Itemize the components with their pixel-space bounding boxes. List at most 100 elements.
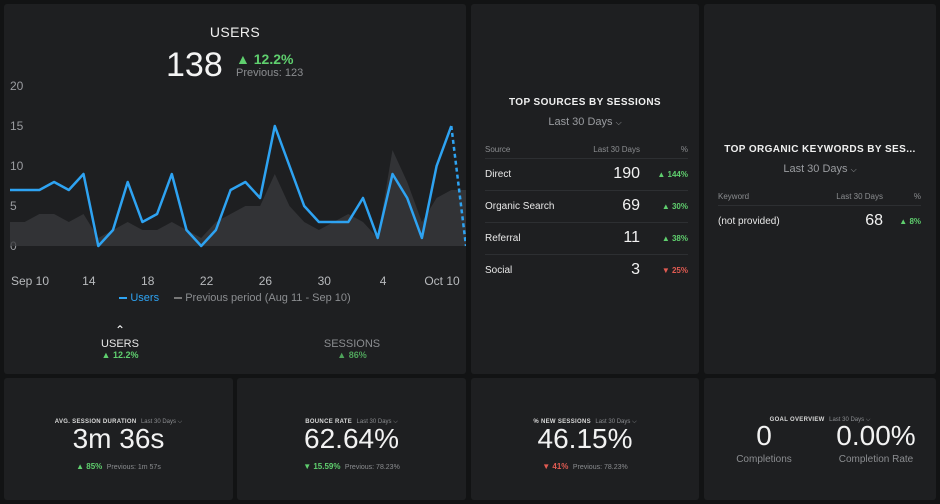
table-row: Direct 190 ▲ 144% xyxy=(485,157,688,190)
kpi-footer: ▼ 15.59% Previous: 78.23% xyxy=(237,456,466,474)
sources-range-label: Last 30 Days xyxy=(548,116,613,128)
users-previous: Previous: 123 xyxy=(236,67,304,79)
x-tick-label: 14 xyxy=(82,274,96,288)
kpi-change: ▼ 41% xyxy=(542,462,569,471)
metric-tab-label: USERS xyxy=(101,338,139,350)
legend-prev-swatch xyxy=(174,297,183,300)
goal-rate: 0.00% Completion Rate xyxy=(824,420,928,465)
col-header-keyword: Keyword xyxy=(718,192,750,202)
table-row: Social 3 ▼ 25% xyxy=(485,253,688,286)
metric-tab-users[interactable]: ⌃ USERS ▲ 12.2% xyxy=(70,323,170,360)
previous-period-area xyxy=(10,150,466,246)
chevron-down-icon: ⌵ xyxy=(393,419,398,425)
row-name: Referral xyxy=(485,221,578,254)
keywords-title: TOP ORGANIC KEYWORDS BY SES... xyxy=(724,144,916,155)
col-header-period: Last 30 Days xyxy=(593,145,640,155)
y-tick-label: 20 xyxy=(10,79,24,93)
row-pct: ▼ 25% xyxy=(640,253,688,286)
goal-range-label: Last 30 Days xyxy=(829,417,865,423)
goal-rate-value: 0.00% xyxy=(836,420,916,451)
x-tick-label: 4 xyxy=(380,274,387,288)
goal-completions-label: Completions xyxy=(736,454,792,465)
kpi-range-select[interactable]: Last 30 Days ⌵ xyxy=(141,419,182,425)
sources-range-select[interactable]: Last 30 Days ⌵ xyxy=(471,116,699,128)
goal-overview-widget: GOAL OVERVIEW Last 30 Days ⌵ 0 Completio… xyxy=(704,378,936,500)
y-tick-label: 10 xyxy=(10,159,24,173)
kpi-range-label: Last 30 Days xyxy=(140,419,176,425)
kpi-value: 62.64% xyxy=(304,423,399,454)
chevron-up-icon: ⌃ xyxy=(114,323,126,337)
row-pct: ▲ 8% xyxy=(883,204,921,237)
kpi-value: 3m 36s xyxy=(72,423,165,454)
chevron-down-icon: ⌵ xyxy=(865,417,871,423)
users-title: USERS xyxy=(209,24,261,40)
kpi-label: % NEW SESSIONS xyxy=(533,419,591,425)
row-value: 3 xyxy=(577,253,640,286)
x-tick-label: Sep 10 xyxy=(11,274,49,288)
table-row: Referral 11 ▲ 38% xyxy=(485,221,688,254)
top-keywords-widget: TOP ORGANIC KEYWORDS BY SES... Last 30 D… xyxy=(704,4,936,374)
users-value: 138 xyxy=(166,46,223,84)
x-tick-label: 18 xyxy=(141,274,155,288)
kpi-range-select[interactable]: Last 30 Days ⌵ xyxy=(357,419,398,425)
kpi-range-label: Last 30 Days xyxy=(356,419,392,425)
goal-rate-label: Completion Rate xyxy=(838,454,914,465)
x-tick-label: 30 xyxy=(318,274,332,288)
metric-tab-change: ▲ 86% xyxy=(337,350,367,360)
row-value: 11 xyxy=(577,221,640,254)
kpi-header: BOUNCE RATE Last 30 Days ⌵ xyxy=(237,410,466,428)
kpi-new-sessions: % NEW SESSIONS Last 30 Days ⌵ 46.15% ▼ 4… xyxy=(471,378,699,500)
y-tick-label: 15 xyxy=(10,119,24,133)
chevron-down-icon: ⌵ xyxy=(177,419,183,425)
row-name: Organic Search xyxy=(485,189,578,222)
users-series-projected-line xyxy=(450,125,466,247)
y-tick-label: 5 xyxy=(10,199,17,213)
users-change: ▲ 12.2% xyxy=(236,51,294,67)
sources-table: Source Last 30 Days % Direct 190 ▲ 144% … xyxy=(485,142,688,286)
row-pct: ▲ 38% xyxy=(640,221,688,254)
row-name: Direct xyxy=(485,157,578,190)
metric-tab-sessions[interactable]: SESSIONS ▲ 86% xyxy=(302,338,402,360)
col-header-period: Last 30 Days xyxy=(836,192,883,202)
legend-prev-label[interactable]: Previous period (Aug 11 - Sep 10) xyxy=(185,292,351,304)
kpi-change: ▼ 15.59% xyxy=(303,462,341,471)
legend-users-label[interactable]: Users xyxy=(130,292,160,304)
goal-completions-value: 0 xyxy=(756,420,772,451)
row-name: (not provided) xyxy=(718,204,812,237)
x-tick-label: 22 xyxy=(200,274,214,288)
x-tick-label: Oct 10 xyxy=(424,274,460,288)
keywords-table: Keyword Last 30 Days % (not provided) 68… xyxy=(718,189,921,237)
kpi-label: BOUNCE RATE xyxy=(305,419,353,425)
sources-title: TOP SOURCES BY SESSIONS xyxy=(508,97,662,108)
row-pct: ▲ 30% xyxy=(640,189,688,222)
col-header-pct: % xyxy=(913,192,921,202)
kpi-previous: Previous: 1m 57s xyxy=(106,464,161,471)
col-header-source: Source xyxy=(485,145,511,155)
row-value: 190 xyxy=(577,157,640,190)
row-pct: ▲ 144% xyxy=(640,157,688,190)
keywords-range-select[interactable]: Last 30 Days ⌵ xyxy=(704,163,936,175)
kpi-footer: ▲ 85% Previous: 1m 57s xyxy=(4,456,233,474)
row-name: Social xyxy=(485,253,578,286)
users-series-line xyxy=(10,124,453,248)
kpi-label: AVG. SESSION DURATION xyxy=(54,419,137,425)
row-value: 68 xyxy=(811,204,883,237)
kpi-range-select[interactable]: Last 30 Days ⌵ xyxy=(595,419,636,425)
col-header-pct: % xyxy=(680,145,688,155)
chart-legend: Users Previous period (Aug 11 - Sep 10) xyxy=(4,292,466,304)
kpi-previous: Previous: 78.23% xyxy=(344,464,400,471)
kpi-previous: Previous: 78.23% xyxy=(572,464,628,471)
goal-completions: 0 Completions xyxy=(718,420,810,465)
kpi-header: AVG. SESSION DURATION Last 30 Days ⌵ xyxy=(4,410,233,428)
kpi-bounce-rate: BOUNCE RATE Last 30 Days ⌵ 62.64% ▼ 15.5… xyxy=(237,378,466,500)
chevron-down-icon: ⌵ xyxy=(850,165,857,174)
kpi-footer: ▼ 41% Previous: 78.23% xyxy=(471,456,699,474)
goal-range-select[interactable]: Last 30 Days ⌵ xyxy=(829,417,870,423)
top-sources-widget: TOP SOURCES BY SESSIONS Last 30 Days ⌵ S… xyxy=(471,4,699,374)
legend-users-swatch xyxy=(119,297,128,300)
metric-tab-label: SESSIONS xyxy=(323,338,381,350)
metric-tab-change: ▲ 12.2% xyxy=(101,350,139,360)
table-row: (not provided) 68 ▲ 8% xyxy=(718,204,921,237)
chevron-down-icon: ⌵ xyxy=(615,118,622,127)
